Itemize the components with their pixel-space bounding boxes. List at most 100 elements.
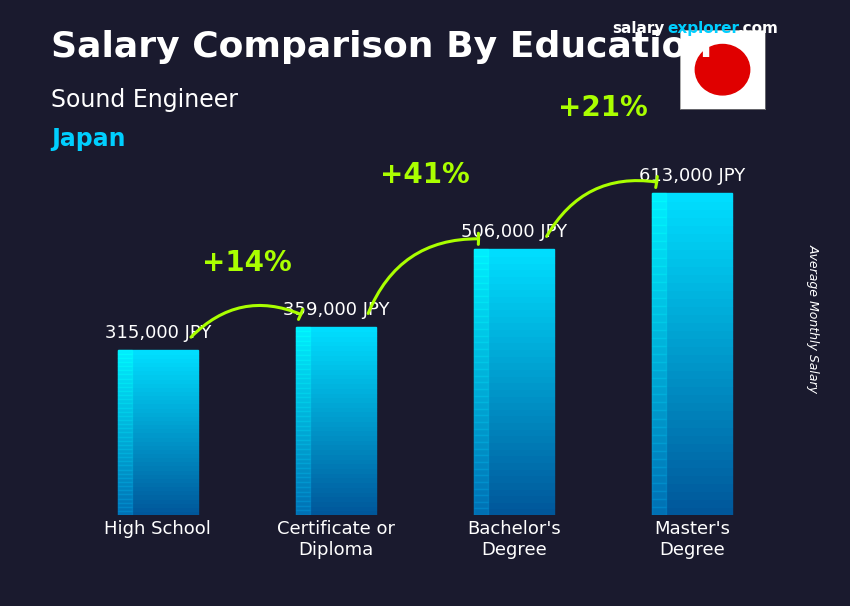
- Bar: [474, 402, 554, 409]
- Bar: [118, 420, 133, 424]
- Bar: [118, 461, 133, 465]
- Bar: [474, 376, 554, 382]
- Bar: [474, 462, 554, 468]
- Bar: [118, 408, 133, 411]
- Bar: [118, 486, 133, 490]
- Bar: [118, 499, 198, 503]
- Bar: [118, 445, 198, 449]
- Bar: [652, 290, 666, 298]
- Bar: [118, 499, 133, 503]
- Bar: [652, 201, 732, 209]
- Bar: [652, 338, 666, 346]
- Bar: [296, 496, 310, 501]
- Bar: [296, 388, 376, 393]
- Bar: [474, 376, 489, 382]
- Bar: [118, 370, 133, 375]
- Text: Japan: Japan: [51, 127, 126, 152]
- Bar: [296, 435, 310, 440]
- Bar: [474, 356, 554, 362]
- Bar: [652, 258, 666, 265]
- Bar: [296, 374, 376, 378]
- Bar: [652, 250, 666, 258]
- Bar: [652, 290, 732, 298]
- Bar: [118, 433, 133, 436]
- Bar: [652, 483, 666, 491]
- Bar: [118, 486, 198, 490]
- Bar: [474, 396, 489, 402]
- Bar: [118, 411, 133, 416]
- Text: 359,000 JPY: 359,000 JPY: [283, 301, 389, 319]
- Bar: [118, 503, 133, 507]
- Bar: [474, 369, 554, 376]
- Bar: [474, 302, 554, 309]
- Bar: [474, 269, 554, 276]
- Bar: [652, 306, 666, 314]
- Bar: [118, 387, 198, 391]
- Bar: [118, 453, 133, 457]
- Bar: [118, 503, 198, 507]
- Bar: [296, 487, 376, 491]
- Bar: [474, 508, 554, 515]
- Bar: [474, 362, 489, 369]
- Bar: [118, 399, 198, 404]
- Bar: [118, 366, 198, 370]
- Bar: [652, 250, 732, 258]
- Bar: [474, 296, 489, 302]
- Bar: [118, 379, 133, 383]
- Bar: [296, 336, 310, 341]
- Bar: [652, 233, 666, 241]
- Text: 315,000 JPY: 315,000 JPY: [105, 324, 211, 342]
- Text: Sound Engineer: Sound Engineer: [51, 88, 238, 112]
- Bar: [118, 465, 133, 470]
- Bar: [118, 433, 198, 436]
- Bar: [296, 416, 376, 421]
- Bar: [474, 416, 489, 422]
- Bar: [474, 289, 489, 296]
- Bar: [474, 475, 554, 482]
- Bar: [474, 468, 489, 475]
- Bar: [652, 467, 666, 475]
- Bar: [296, 378, 376, 383]
- Bar: [474, 282, 554, 289]
- Bar: [296, 345, 376, 350]
- Bar: [296, 482, 310, 487]
- Bar: [474, 322, 554, 329]
- Bar: [474, 495, 489, 502]
- Bar: [118, 507, 133, 511]
- Bar: [296, 468, 310, 473]
- Bar: [652, 282, 666, 290]
- Bar: [118, 387, 133, 391]
- Bar: [474, 442, 554, 448]
- Bar: [296, 425, 376, 430]
- Bar: [118, 470, 133, 474]
- Bar: [652, 451, 732, 459]
- Bar: [296, 449, 376, 454]
- Bar: [474, 349, 489, 356]
- Bar: [474, 382, 489, 389]
- Bar: [296, 510, 376, 515]
- Bar: [118, 375, 133, 379]
- Bar: [474, 508, 489, 515]
- Bar: [652, 330, 732, 338]
- Bar: [118, 461, 198, 465]
- Bar: [296, 482, 376, 487]
- Bar: [652, 410, 732, 419]
- Bar: [652, 193, 732, 201]
- Bar: [652, 491, 666, 499]
- Bar: [652, 442, 666, 451]
- Bar: [296, 378, 310, 383]
- Text: 613,000 JPY: 613,000 JPY: [639, 167, 745, 185]
- Bar: [474, 342, 489, 349]
- Bar: [652, 370, 666, 378]
- Bar: [118, 354, 198, 358]
- Text: explorer: explorer: [667, 21, 740, 36]
- Bar: [296, 402, 376, 407]
- Bar: [296, 383, 376, 388]
- Bar: [652, 314, 666, 322]
- Bar: [296, 393, 376, 398]
- Bar: [474, 256, 554, 262]
- Bar: [652, 419, 732, 427]
- Bar: [474, 396, 554, 402]
- Bar: [652, 483, 732, 491]
- Bar: [474, 302, 489, 309]
